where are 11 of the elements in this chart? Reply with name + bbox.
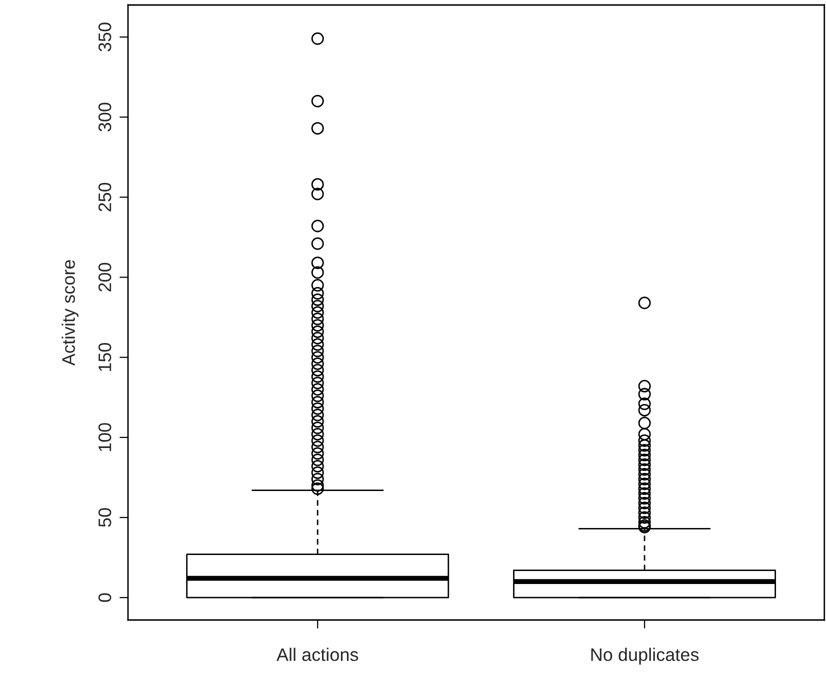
- y-tick-label: 250: [98, 182, 112, 212]
- y-tick-label: 0: [98, 593, 112, 602]
- y-axis-title: Activity score: [62, 260, 79, 366]
- y-tick-label: 350: [98, 22, 112, 52]
- x-tick-label: All actions: [276, 648, 358, 662]
- y-tick-label: 100: [98, 423, 112, 452]
- x-tick-label: No duplicates: [591, 648, 699, 665]
- y-tick-label: 150: [98, 342, 112, 372]
- y-tick-label: 200: [98, 262, 112, 292]
- y-tick-label: 50: [98, 508, 112, 527]
- y-tick-label: 300: [98, 102, 112, 132]
